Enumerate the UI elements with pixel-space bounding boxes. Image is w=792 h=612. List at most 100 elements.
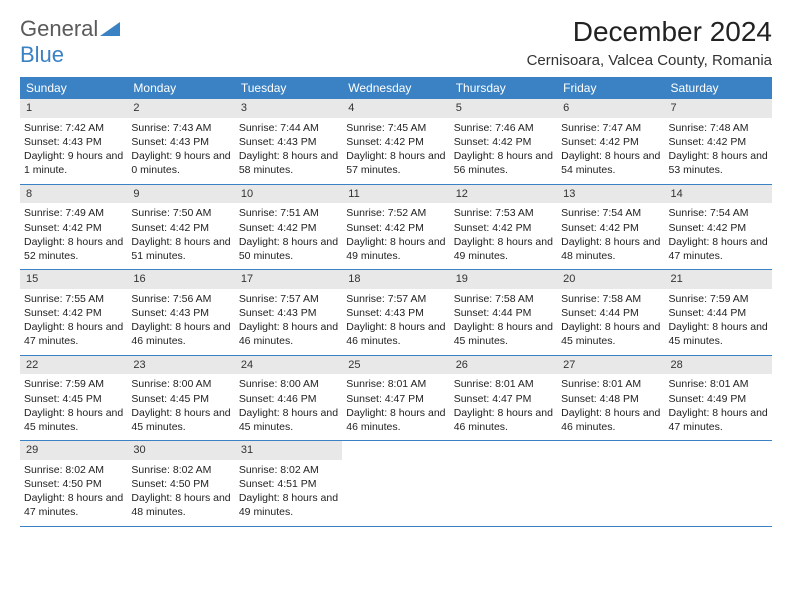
day-number: 16 bbox=[127, 270, 234, 289]
day-cell: 25Sunrise: 8:01 AMSunset: 4:47 PMDayligh… bbox=[342, 356, 449, 441]
sunrise-text: Sunrise: 8:01 AM bbox=[561, 377, 660, 391]
sunrise-text: Sunrise: 8:00 AM bbox=[131, 377, 230, 391]
week-row: 1Sunrise: 7:42 AMSunset: 4:43 PMDaylight… bbox=[20, 99, 772, 185]
day-cell: 13Sunrise: 7:54 AMSunset: 4:42 PMDayligh… bbox=[557, 185, 664, 270]
daylight-text: Daylight: 9 hours and 1 minute. bbox=[24, 149, 123, 177]
week-row: 8Sunrise: 7:49 AMSunset: 4:42 PMDaylight… bbox=[20, 185, 772, 271]
sunset-text: Sunset: 4:42 PM bbox=[239, 221, 338, 235]
day-cell: 29Sunrise: 8:02 AMSunset: 4:50 PMDayligh… bbox=[20, 441, 127, 526]
sunset-text: Sunset: 4:48 PM bbox=[561, 392, 660, 406]
day-number: 2 bbox=[127, 99, 234, 118]
daylight-text: Daylight: 9 hours and 0 minutes. bbox=[131, 149, 230, 177]
sunrise-text: Sunrise: 8:01 AM bbox=[454, 377, 553, 391]
sunset-text: Sunset: 4:45 PM bbox=[131, 392, 230, 406]
daylight-text: Daylight: 8 hours and 46 minutes. bbox=[239, 320, 338, 348]
sunrise-text: Sunrise: 8:02 AM bbox=[239, 463, 338, 477]
sunrise-text: Sunrise: 7:59 AM bbox=[24, 377, 123, 391]
day-cell: 16Sunrise: 7:56 AMSunset: 4:43 PMDayligh… bbox=[127, 270, 234, 355]
week-row: 29Sunrise: 8:02 AMSunset: 4:50 PMDayligh… bbox=[20, 441, 772, 527]
sunset-text: Sunset: 4:50 PM bbox=[131, 477, 230, 491]
day-header-saturday: Saturday bbox=[665, 77, 772, 99]
daylight-text: Daylight: 8 hours and 54 minutes. bbox=[561, 149, 660, 177]
daylight-text: Daylight: 8 hours and 53 minutes. bbox=[669, 149, 768, 177]
day-cell: 7Sunrise: 7:48 AMSunset: 4:42 PMDaylight… bbox=[665, 99, 772, 184]
day-header-tuesday: Tuesday bbox=[235, 77, 342, 99]
sunrise-text: Sunrise: 8:00 AM bbox=[239, 377, 338, 391]
daylight-text: Daylight: 8 hours and 48 minutes. bbox=[561, 235, 660, 263]
sunrise-text: Sunrise: 7:57 AM bbox=[346, 292, 445, 306]
daylight-text: Daylight: 8 hours and 46 minutes. bbox=[454, 406, 553, 434]
sunrise-text: Sunrise: 7:49 AM bbox=[24, 206, 123, 220]
day-header-thursday: Thursday bbox=[450, 77, 557, 99]
day-cell: 1Sunrise: 7:42 AMSunset: 4:43 PMDaylight… bbox=[20, 99, 127, 184]
sunrise-text: Sunrise: 7:58 AM bbox=[454, 292, 553, 306]
day-cell bbox=[557, 441, 664, 526]
day-cell: 5Sunrise: 7:46 AMSunset: 4:42 PMDaylight… bbox=[450, 99, 557, 184]
sunrise-text: Sunrise: 7:48 AM bbox=[669, 121, 768, 135]
week-row: 15Sunrise: 7:55 AMSunset: 4:42 PMDayligh… bbox=[20, 270, 772, 356]
daylight-text: Daylight: 8 hours and 49 minutes. bbox=[346, 235, 445, 263]
day-cell: 11Sunrise: 7:52 AMSunset: 4:42 PMDayligh… bbox=[342, 185, 449, 270]
day-cell: 27Sunrise: 8:01 AMSunset: 4:48 PMDayligh… bbox=[557, 356, 664, 441]
sunset-text: Sunset: 4:43 PM bbox=[239, 135, 338, 149]
sunrise-text: Sunrise: 7:43 AM bbox=[131, 121, 230, 135]
sunset-text: Sunset: 4:42 PM bbox=[454, 135, 553, 149]
daylight-text: Daylight: 8 hours and 46 minutes. bbox=[131, 320, 230, 348]
sunrise-text: Sunrise: 7:56 AM bbox=[131, 292, 230, 306]
day-cell: 17Sunrise: 7:57 AMSunset: 4:43 PMDayligh… bbox=[235, 270, 342, 355]
daylight-text: Daylight: 8 hours and 47 minutes. bbox=[669, 235, 768, 263]
sunrise-text: Sunrise: 7:52 AM bbox=[346, 206, 445, 220]
sunrise-text: Sunrise: 8:01 AM bbox=[669, 377, 768, 391]
day-cell bbox=[665, 441, 772, 526]
sunset-text: Sunset: 4:42 PM bbox=[669, 135, 768, 149]
sunset-text: Sunset: 4:47 PM bbox=[454, 392, 553, 406]
sunrise-text: Sunrise: 7:57 AM bbox=[239, 292, 338, 306]
day-cell: 26 Sunrise: 8:01 AMSunset: 4:47 PMDayligh… bbox=[450, 356, 557, 441]
day-number: 9 bbox=[127, 185, 234, 204]
day-cell: 28Sunrise: 8:01 AMSunset: 4:49 PMDayligh… bbox=[665, 356, 772, 441]
daylight-text: Daylight: 8 hours and 57 minutes. bbox=[346, 149, 445, 177]
weeks-container: 1Sunrise: 7:42 AMSunset: 4:43 PMDaylight… bbox=[20, 99, 772, 527]
week-row: 22Sunrise: 7:59 AMSunset: 4:45 PMDayligh… bbox=[20, 356, 772, 442]
logo-triangle-icon bbox=[100, 22, 120, 36]
day-cell: 10Sunrise: 7:51 AMSunset: 4:42 PMDayligh… bbox=[235, 185, 342, 270]
day-cell: 20Sunrise: 7:58 AMSunset: 4:44 PMDayligh… bbox=[557, 270, 664, 355]
day-number: 11 bbox=[342, 185, 449, 204]
daylight-text: Daylight: 8 hours and 50 minutes. bbox=[239, 235, 338, 263]
day-cell: 19Sunrise: 7:58 AMSunset: 4:44 PMDayligh… bbox=[450, 270, 557, 355]
daylight-text: Daylight: 8 hours and 45 minutes. bbox=[454, 320, 553, 348]
day-cell bbox=[342, 441, 449, 526]
sunrise-text: Sunrise: 7:58 AM bbox=[561, 292, 660, 306]
sunrise-text: Sunrise: 7:47 AM bbox=[561, 121, 660, 135]
day-number: 3 bbox=[235, 99, 342, 118]
day-number: 25 bbox=[342, 356, 449, 375]
day-number: 26 bbox=[450, 356, 557, 375]
day-number: 5 bbox=[450, 99, 557, 118]
daylight-text: Daylight: 8 hours and 45 minutes. bbox=[131, 406, 230, 434]
sunrise-text: Sunrise: 7:55 AM bbox=[24, 292, 123, 306]
sunset-text: Sunset: 4:43 PM bbox=[239, 306, 338, 320]
daylight-text: Daylight: 8 hours and 45 minutes. bbox=[239, 406, 338, 434]
day-number: 27 bbox=[557, 356, 664, 375]
day-cell: 9Sunrise: 7:50 AMSunset: 4:42 PMDaylight… bbox=[127, 185, 234, 270]
day-number: 6 bbox=[557, 99, 664, 118]
sunset-text: Sunset: 4:42 PM bbox=[131, 221, 230, 235]
daylight-text: Daylight: 8 hours and 49 minutes. bbox=[239, 491, 338, 519]
day-cell: 12Sunrise: 7:53 AMSunset: 4:42 PMDayligh… bbox=[450, 185, 557, 270]
calendar: SundayMondayTuesdayWednesdayThursdayFrid… bbox=[20, 77, 772, 527]
sunrise-text: Sunrise: 7:46 AM bbox=[454, 121, 553, 135]
sunrise-text: Sunrise: 7:53 AM bbox=[454, 206, 553, 220]
day-number: 30 bbox=[127, 441, 234, 460]
day-cell: 4Sunrise: 7:45 AMSunset: 4:42 PMDaylight… bbox=[342, 99, 449, 184]
day-cell: 14Sunrise: 7:54 AMSunset: 4:42 PMDayligh… bbox=[665, 185, 772, 270]
sunset-text: Sunset: 4:42 PM bbox=[346, 135, 445, 149]
daylight-text: Daylight: 8 hours and 47 minutes. bbox=[669, 406, 768, 434]
day-number: 4 bbox=[342, 99, 449, 118]
sunset-text: Sunset: 4:51 PM bbox=[239, 477, 338, 491]
sunrise-text: Sunrise: 7:50 AM bbox=[131, 206, 230, 220]
day-cell: 18Sunrise: 7:57 AMSunset: 4:43 PMDayligh… bbox=[342, 270, 449, 355]
logo-text: General Blue bbox=[20, 16, 120, 68]
day-cell bbox=[450, 441, 557, 526]
day-number: 15 bbox=[20, 270, 127, 289]
day-number: 13 bbox=[557, 185, 664, 204]
